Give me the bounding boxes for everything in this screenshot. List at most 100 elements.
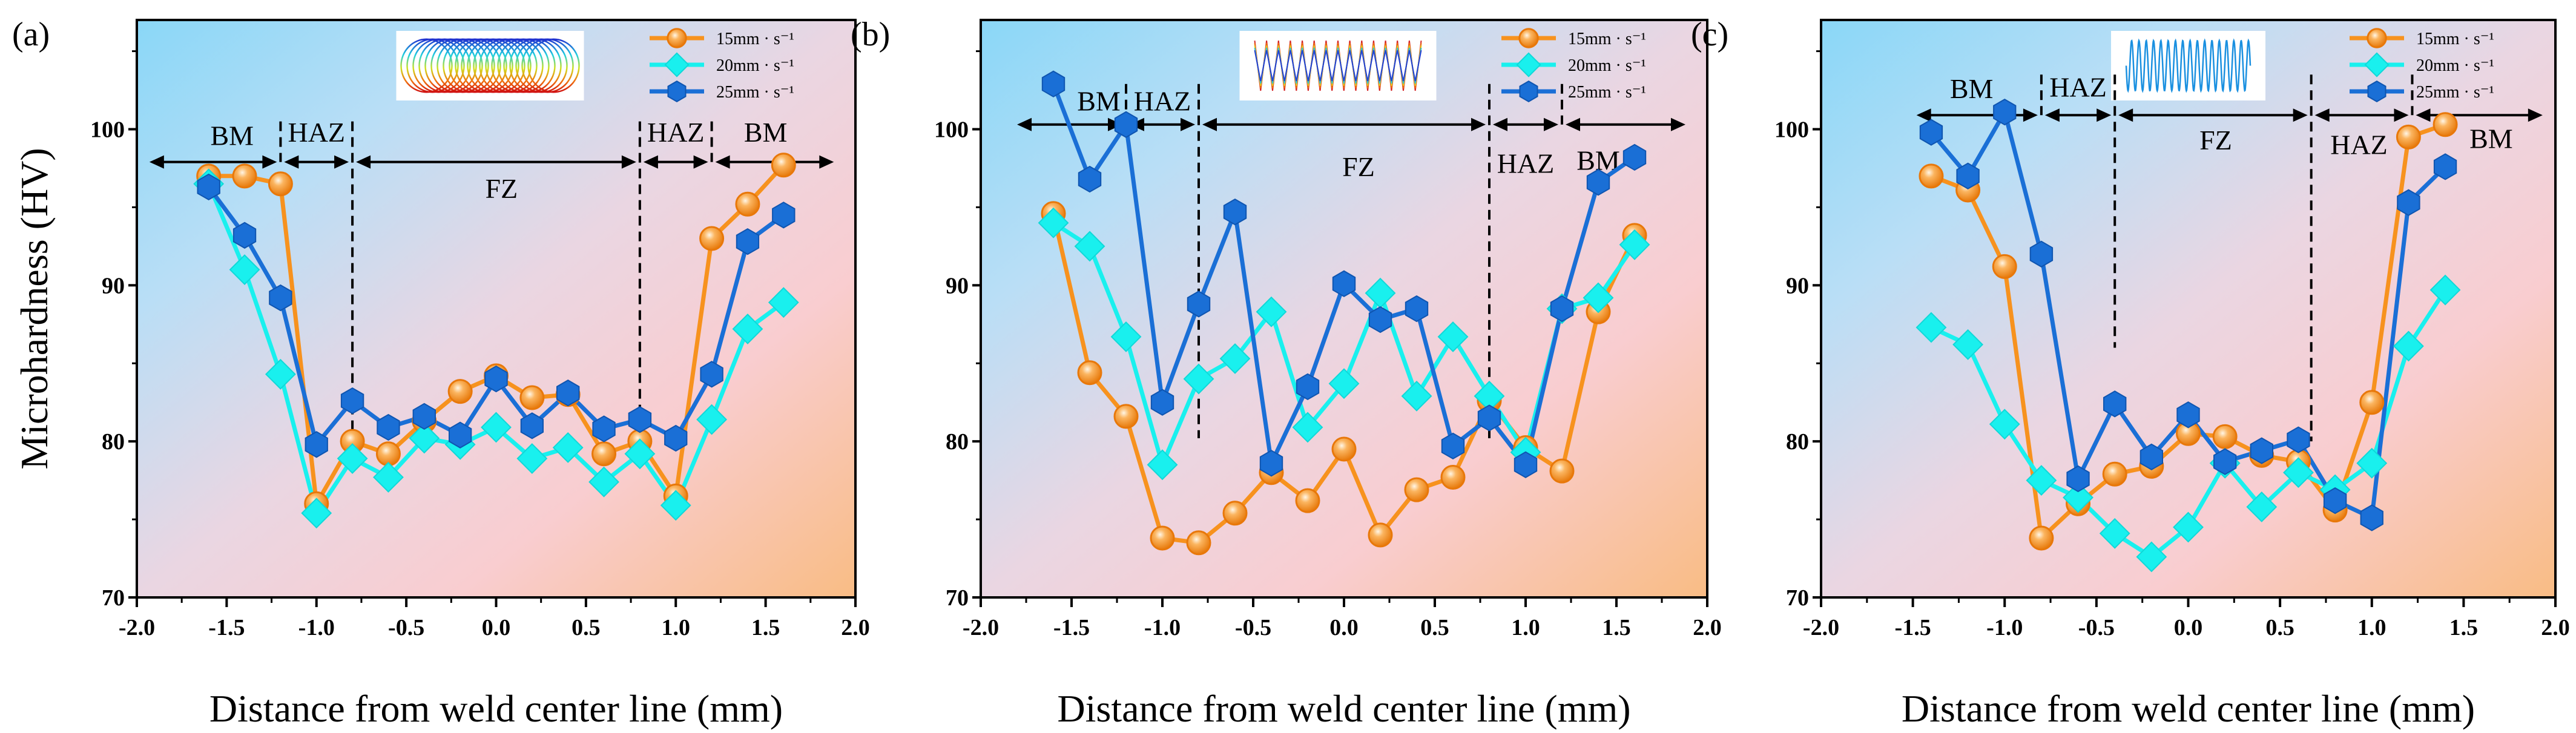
x-tick-label: 1.5 [2449,615,2479,640]
zone-label-bm: BM [210,120,254,151]
x-tick-label: -2.0 [1803,615,1839,640]
data-point [269,284,292,312]
data-point [449,421,472,449]
x-tick-label: 0.0 [1329,615,1359,640]
data-point [660,490,691,521]
sine-oscillation-path-icon [2125,38,2252,93]
data-point [1256,296,1287,327]
arrowhead-left [284,155,299,169]
data-point [265,358,296,390]
zone-label-bm: BM [744,117,788,148]
y-tick-label: 90 [102,273,125,298]
x-tick-label: -2.0 [963,615,999,640]
zone-label-haz: HAZ [1134,86,1191,117]
zone-label-bm: BM [2469,123,2513,154]
data-point [2173,511,2204,543]
arrowhead-right [2097,108,2112,122]
x-axis: -2.0 -1.5 -1.0 -0.5 0.0 0.5 1.0 1.5 2.0 Distance … [119,597,870,730]
data-point [1074,231,1105,262]
data-point [2140,443,2163,471]
x-tick-label: -2.0 [119,615,155,640]
data-point [520,412,544,439]
data-point [301,498,332,529]
circular-oscillation-path-icon [400,38,580,93]
data-point [1405,295,1429,323]
data-point [2029,240,2054,268]
y-tick-label: 70 [1786,585,1809,611]
data-point [1222,501,1248,526]
data-point [2287,426,2310,453]
data-point [519,385,545,410]
sine-wave [2125,38,2252,93]
data-point [1622,143,1647,171]
legend-label: 25mm · s⁻¹ [2416,83,2494,102]
data-point [732,314,763,344]
data-point [2099,518,2130,549]
data-point [1296,373,1320,401]
data-point [2397,189,2420,216]
data-point [1368,306,1392,334]
data-point [1078,165,1102,193]
arrowhead-right [262,155,277,169]
data-point [1328,368,1360,399]
legend-label: 15mm · s⁻¹ [2416,30,2494,48]
x-tick-label: -1.0 [1144,615,1181,640]
data-point [337,443,368,474]
data-point [1550,295,1574,323]
x-tick-label: 0.0 [482,615,511,640]
legend-marker [667,81,687,102]
y-tick-label: 80 [946,429,969,455]
data-point [664,424,688,452]
y-axis: 70 80 90 100 [1774,50,1821,611]
series-markers-20mm [1038,207,1650,481]
y-tick-label: 80 [102,429,125,455]
data-point [484,365,508,393]
plot-background [981,20,1707,597]
legend-label: 25mm · s⁻¹ [716,83,794,102]
y-tick-label: 70 [102,585,125,611]
data-point [772,202,796,229]
data-point [1401,380,1432,412]
data-point [2212,424,2238,449]
data-point [1583,282,1614,314]
arrowhead-right [334,155,349,169]
legend-marker [664,52,690,77]
data-point [1404,477,1429,502]
x-tick-label: 2.0 [841,615,870,640]
x-tick-label: 0.0 [2174,615,2203,640]
zone-label-haz: HAZ [2330,130,2388,160]
panel-a: BM HAZ FZ HAZ BM 15mm · s⁻¹ 20mm · s⁻¹ 25mm · s… [12,16,870,730]
data-point [556,380,580,407]
data-point [2360,504,2383,531]
data-point [736,228,760,255]
legend: 15mm · s⁻¹ 20mm · s⁻¹ 25mm · s⁻¹ [650,28,794,102]
arrowhead-left [1017,117,1032,131]
zone-label-bm: BM [1077,86,1121,117]
arrowhead-left [1566,117,1580,131]
arrowhead-left [1202,117,1217,131]
data-point [2246,491,2278,522]
data-point [1077,360,1102,386]
y-axis-title: Microhardness (HV) [13,148,56,469]
arrowhead-right [1544,117,1558,131]
data-point [624,438,656,470]
data-point [1437,321,1469,352]
legend: 15mm · s⁻¹ 20mm · s⁻¹ 25mm · s⁻¹ [2350,28,2494,102]
arrowhead-right [2293,108,2308,122]
arrowhead-right [1181,117,1195,131]
data-point [305,431,328,458]
y-tick-label: 90 [946,273,969,298]
data-point [1919,163,1944,189]
legend-marker [2364,52,2390,77]
arrowhead-right [2528,108,2543,122]
arrowhead-left [2118,108,2133,122]
legend: 15mm · s⁻¹ 20mm · s⁻¹ 25mm · s⁻¹ [1501,28,1646,102]
legend-marker [2367,28,2387,48]
data-point [1956,162,1980,189]
data-point [229,254,260,285]
data-point [377,413,400,441]
panel-label: (b) [851,16,890,53]
arrowhead-right [621,155,636,169]
legend-marker [1518,28,1539,48]
